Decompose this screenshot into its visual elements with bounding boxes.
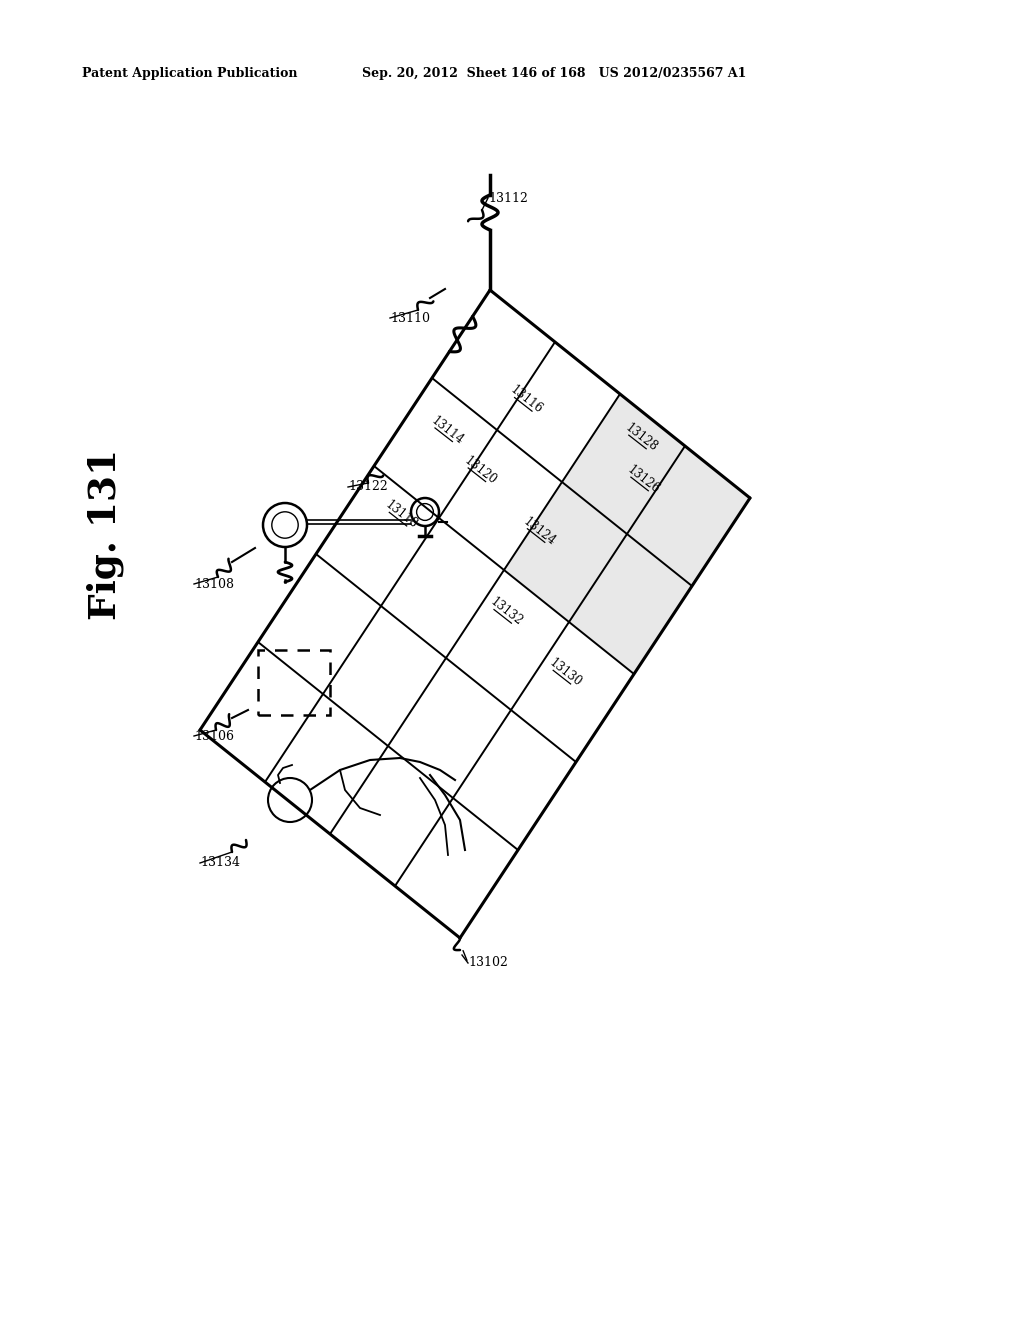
- Polygon shape: [562, 393, 685, 535]
- Text: 13108: 13108: [194, 578, 234, 590]
- Text: 13130: 13130: [547, 656, 584, 689]
- Text: 13114: 13114: [428, 414, 466, 447]
- Polygon shape: [569, 535, 692, 675]
- Text: 13132: 13132: [487, 595, 524, 628]
- Text: 13126: 13126: [625, 463, 662, 496]
- Text: 13128: 13128: [623, 421, 659, 454]
- Text: Patent Application Publication: Patent Application Publication: [82, 67, 298, 81]
- Text: 13106: 13106: [194, 730, 234, 742]
- Text: 13116: 13116: [508, 383, 546, 417]
- Text: 13122: 13122: [348, 480, 388, 494]
- Text: 13134: 13134: [200, 857, 240, 870]
- Text: 13110: 13110: [390, 312, 430, 325]
- Bar: [258, 649, 330, 715]
- Text: Sep. 20, 2012  Sheet 146 of 168   US 2012/0235567 A1: Sep. 20, 2012 Sheet 146 of 168 US 2012/0…: [362, 67, 746, 81]
- Text: 13124: 13124: [521, 515, 558, 548]
- Polygon shape: [627, 446, 750, 586]
- Text: 13102: 13102: [468, 957, 508, 969]
- Text: Fig. 131: Fig. 131: [86, 449, 124, 620]
- Text: 13120: 13120: [462, 454, 499, 487]
- Polygon shape: [504, 482, 627, 622]
- Text: 13112: 13112: [488, 191, 528, 205]
- Text: 13118: 13118: [383, 498, 420, 532]
